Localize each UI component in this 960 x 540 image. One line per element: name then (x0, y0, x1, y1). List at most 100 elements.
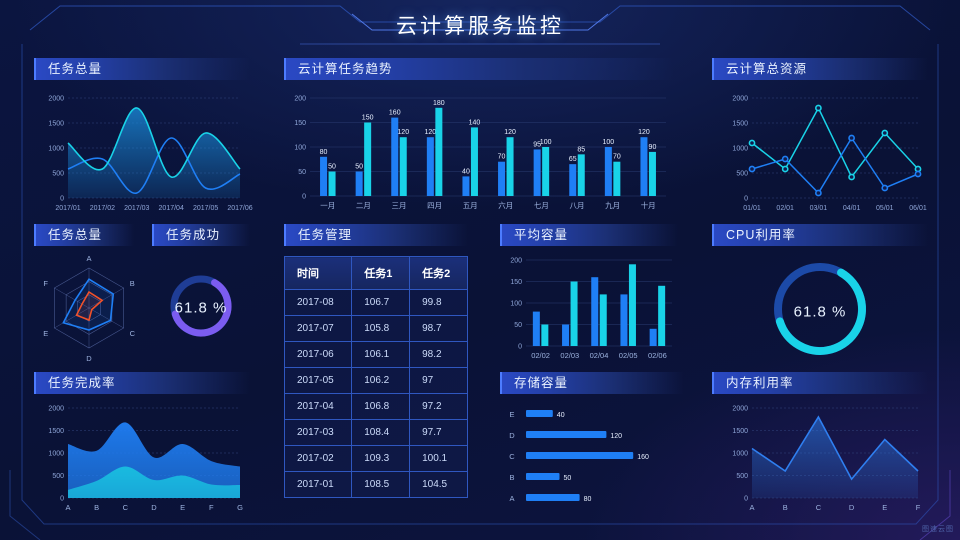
page-title: 云计算服务监控 (396, 15, 564, 38)
svg-text:160: 160 (389, 110, 401, 117)
table-cell: 2017-05 (283, 367, 353, 394)
svg-text:E: E (43, 329, 48, 338)
svg-text:0: 0 (60, 496, 64, 503)
svg-text:50: 50 (328, 164, 336, 171)
svg-text:02/01: 02/01 (776, 205, 794, 212)
svg-text:C: C (816, 503, 822, 512)
svg-text:D: D (849, 503, 855, 512)
panel-title-task-total-area: 任务总量 (34, 58, 250, 80)
gauge-cpu-usage[interactable]: 61.8 % (712, 246, 928, 372)
table-row[interactable]: 2017-03 108.4 97.7 (283, 419, 468, 446)
svg-text:0: 0 (744, 196, 748, 203)
table-row[interactable]: 2017-07 105.8 98.7 (283, 315, 468, 342)
svg-text:50: 50 (355, 164, 363, 171)
table-cell: 97.7 (409, 419, 468, 446)
svg-text:100: 100 (510, 301, 522, 308)
svg-text:200: 200 (510, 258, 522, 265)
svg-text:2017/01: 2017/01 (55, 205, 80, 212)
svg-text:100: 100 (603, 139, 615, 146)
svg-text:2017/02: 2017/02 (90, 205, 115, 212)
chart-storage-capacity[interactable]: E 40 D 120 C 160 B 50 A 80 (500, 394, 684, 522)
svg-text:80: 80 (320, 149, 328, 156)
task-table: 时间 任务1 任务2 2017-08 106.7 99.8 2017-07 105.8 98.… (283, 256, 468, 498)
svg-text:1500: 1500 (48, 428, 64, 435)
svg-text:40: 40 (462, 168, 470, 175)
svg-text:50: 50 (514, 322, 522, 329)
table-row[interactable]: 2017-02 109.3 100.1 (283, 445, 468, 472)
panel-title-task-trend: 云计算任务趋势 (284, 58, 674, 80)
svg-text:500: 500 (52, 171, 64, 178)
panel-task-total-radar: 任务总量 A B C D E F (34, 224, 136, 368)
svg-text:70: 70 (498, 154, 506, 161)
svg-text:500: 500 (736, 473, 748, 480)
svg-text:八月: 八月 (570, 201, 585, 210)
chart-memory-usage[interactable]: 0 500 1000 1500 2000 A B C D E F (712, 394, 928, 526)
panel-task-complete: 任务完成率 0 500 1000 1500 2000 A B C D E F G (34, 372, 250, 526)
table-row[interactable]: 2017-06 106.1 98.2 (283, 341, 468, 368)
table-cell: 2017-06 (283, 341, 353, 368)
svg-text:E: E (882, 503, 887, 512)
dashboard-header: 云计算服务监控 (0, 0, 960, 48)
table-cell: 97 (409, 367, 468, 394)
svg-text:06/01: 06/01 (909, 205, 927, 212)
svg-text:二月: 二月 (356, 201, 371, 210)
chart-task-trend[interactable]: 0 50 100 150 200 一月 80 50 二月 50 150 三月 160 120 四月 120 18… (284, 80, 674, 228)
svg-text:A: A (86, 254, 91, 263)
svg-text:1000: 1000 (48, 146, 64, 153)
svg-text:1000: 1000 (732, 451, 748, 458)
svg-text:03/01: 03/01 (810, 205, 828, 212)
svg-text:C: C (509, 452, 515, 461)
svg-text:150: 150 (510, 279, 522, 286)
svg-text:D: D (86, 354, 92, 363)
svg-text:1500: 1500 (48, 121, 64, 128)
svg-text:0: 0 (302, 194, 306, 201)
svg-text:F: F (43, 279, 48, 288)
panel-title-cpu-usage: CPU利用率 (712, 224, 928, 246)
watermark: 图速云图 (922, 526, 954, 533)
svg-text:2000: 2000 (48, 406, 64, 413)
table-row[interactable]: 2017-04 106.8 97.2 (283, 393, 468, 420)
table-column-header: 任务2 (409, 256, 468, 290)
svg-text:180: 180 (433, 100, 445, 107)
chart-avg-capacity[interactable]: 0 50 100 150 200 02/02 02/03 02/04 02/05 02/06 (500, 246, 678, 370)
table-cell: 100.1 (409, 445, 468, 472)
panel-title-task-manage: 任务管理 (284, 224, 468, 246)
chart-task-total-area[interactable]: 0 500 1000 1500 2000 2017/01 2017/02 2017/03 201… (34, 80, 252, 228)
svg-text:500: 500 (736, 171, 748, 178)
svg-text:B: B (509, 473, 514, 482)
panel-cpu-usage: CPU利用率 61.8 % (712, 224, 928, 372)
svg-text:01/01: 01/01 (743, 205, 761, 212)
table-row[interactable]: 2017-01 108.5 104.5 (283, 471, 468, 498)
table-body: 2017-08 106.7 99.8 2017-07 105.8 98.7 2017-06 1… (283, 289, 468, 498)
svg-text:120: 120 (504, 129, 516, 136)
chart-task-complete[interactable]: 0 500 1000 1500 2000 A B C D E F G (34, 394, 250, 526)
svg-text:三月: 三月 (392, 201, 407, 210)
panel-task-total-area: 任务总量 0 500 1000 1500 2000 2017/01 2017/02 2017/… (34, 58, 253, 228)
table-row[interactable]: 2017-05 106.2 97 (283, 367, 468, 394)
panel-title-total-resource: 云计算总资源 (712, 58, 928, 80)
svg-text:95: 95 (533, 141, 541, 148)
svg-text:85: 85 (577, 146, 585, 153)
table-cell: 106.2 (351, 367, 411, 394)
table-cell: 106.8 (351, 393, 411, 420)
svg-text:02/04: 02/04 (590, 351, 609, 360)
table-cell: 106.7 (351, 289, 411, 316)
table-row[interactable]: 2017-08 106.7 99.8 (283, 289, 468, 316)
svg-text:02/06: 02/06 (648, 351, 667, 360)
table-cell: 2017-01 (283, 471, 353, 498)
chart-total-resource[interactable]: 0 500 1000 1500 2000 01/01 02/01 03/01 04/01 05/0… (712, 80, 928, 228)
svg-text:B: B (130, 279, 135, 288)
svg-text:2000: 2000 (732, 406, 748, 413)
gauge-task-success[interactable]: 61.8 % (152, 246, 250, 368)
svg-text:G: G (237, 503, 243, 512)
svg-text:0: 0 (60, 196, 64, 203)
svg-text:40: 40 (557, 412, 565, 419)
chart-task-total-radar[interactable]: A B C D E F (34, 246, 135, 368)
task-table-wrapper[interactable]: 时间 任务1 任务2 2017-08 106.7 99.8 2017-07 105.8 98.… (283, 246, 468, 498)
svg-text:A: A (509, 494, 514, 503)
svg-text:四月: 四月 (427, 201, 442, 210)
svg-text:2017/06: 2017/06 (227, 205, 252, 212)
svg-text:六月: 六月 (498, 200, 513, 210)
svg-text:E: E (180, 503, 185, 512)
table-cell: 108.5 (351, 471, 411, 498)
